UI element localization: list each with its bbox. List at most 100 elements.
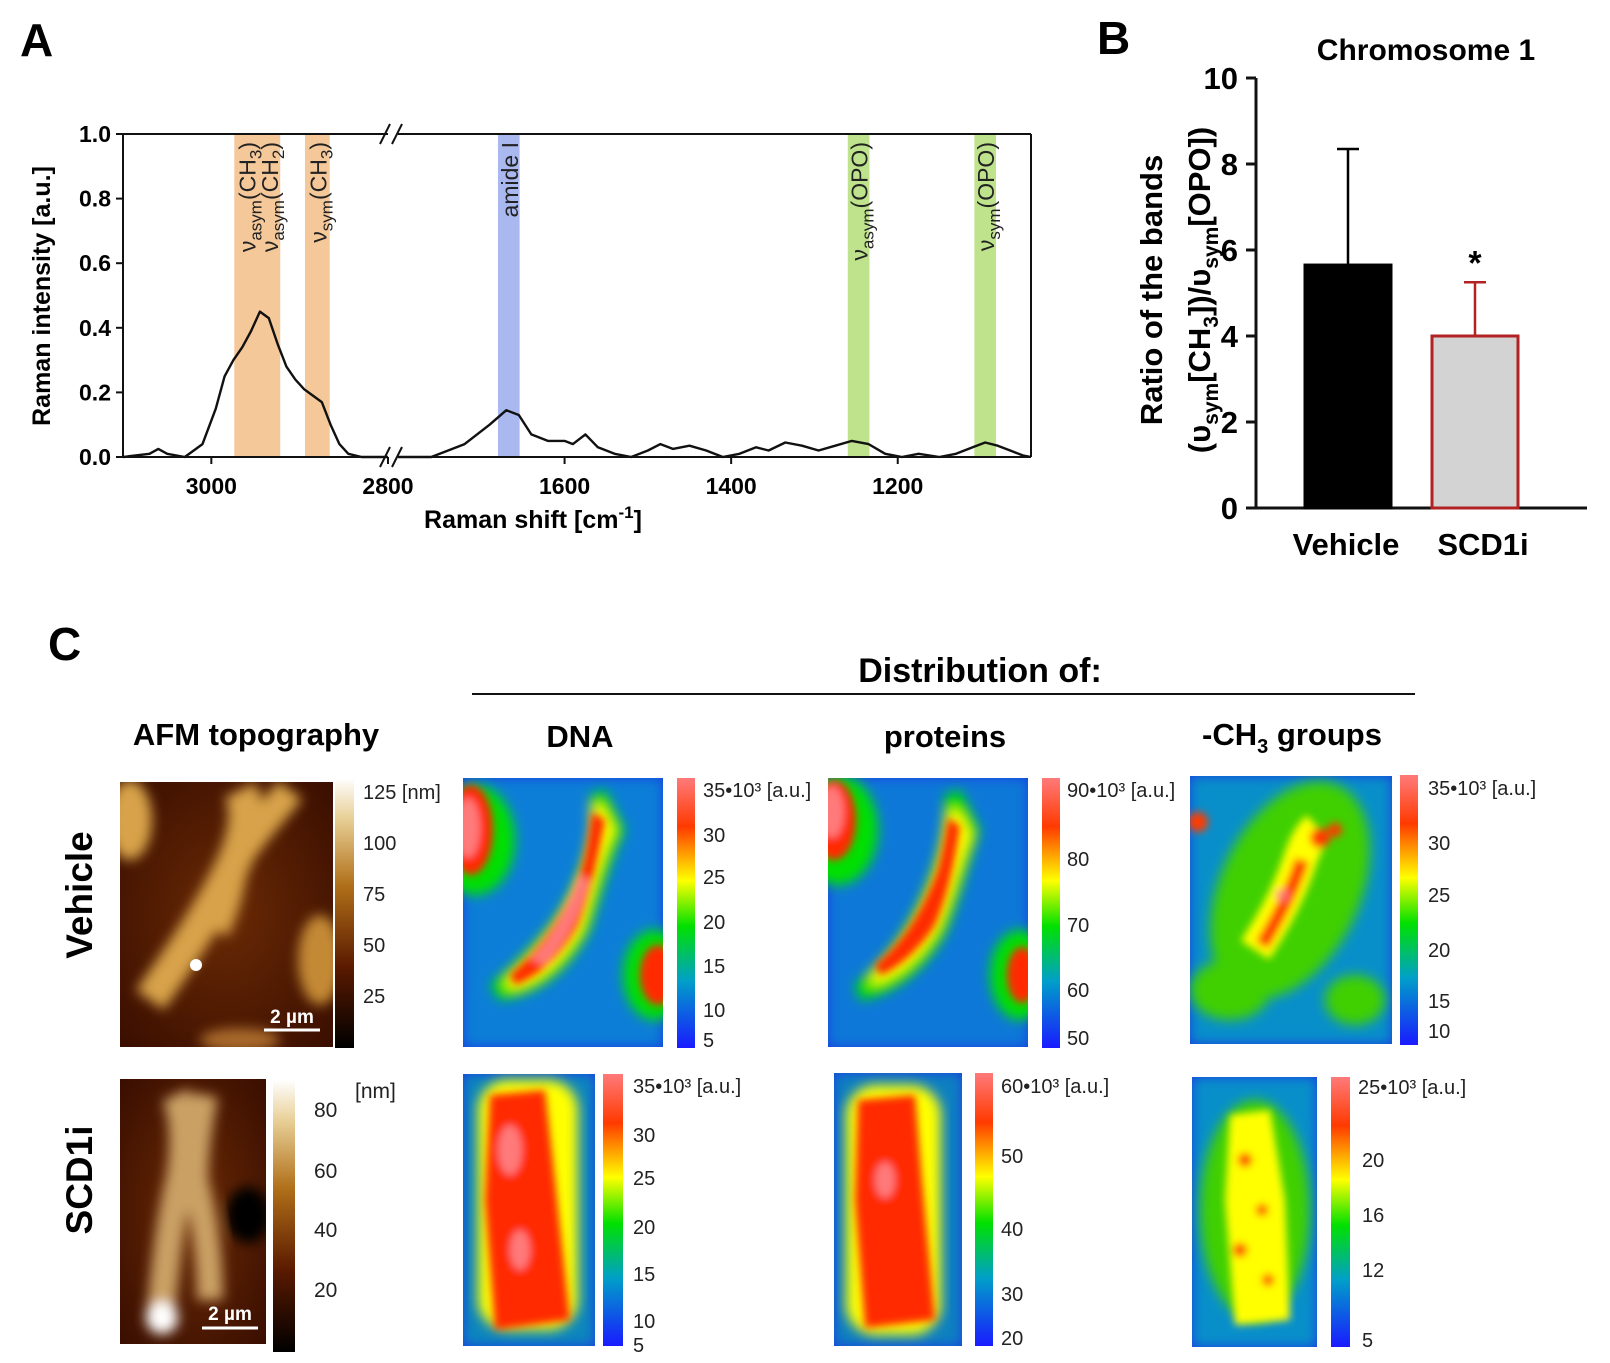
cb-tick: 35•10³ [a.u.] [1428, 778, 1536, 800]
y-axis-label: Raman intensity [a.u.] [28, 166, 56, 426]
band-label-symbol: amide I [497, 142, 523, 217]
cb-tick: 80 [1067, 849, 1089, 871]
cb-tick: 100 [363, 833, 396, 855]
y-axis-label-sub: sym [1200, 383, 1223, 425]
x-tick-label: 1200 [872, 473, 923, 499]
cb-tick: 50 [363, 935, 385, 957]
scalebar-label-vehicle: 2 µm [270, 1007, 314, 1028]
cb-tick: 20 [633, 1217, 655, 1239]
y-tick-label: 0.8 [79, 186, 111, 212]
cb-tick: 20 [1428, 940, 1450, 962]
colorbar-labels-scd-afm: [nm] 80 60 40 20 [314, 1080, 396, 1302]
band-3 [497, 134, 520, 457]
cb-tick: 20 [703, 912, 725, 934]
col-title-ch3: -CH3 groups [1202, 717, 1382, 758]
cb-tick: 40 [314, 1219, 337, 1242]
band-label-mode: asym [269, 200, 288, 241]
colorbar-scd-afm [273, 1080, 295, 1352]
cb-tick: 25 [1428, 885, 1450, 907]
colorbar-veh-dna [677, 778, 695, 1048]
colorbar-scd-prot [975, 1073, 993, 1346]
proteins-map-scd1i [834, 1073, 962, 1346]
ch3-suffix: groups [1268, 717, 1382, 752]
colorbar-labels-scd-ch3: 25•10³ [a.u.] 20 16 12 5 [1358, 1077, 1466, 1352]
band-5 [974, 134, 997, 457]
scalebar-label-scd1i: 2 µm [208, 1304, 252, 1325]
y-axis-label-part: [OPO]) [1182, 127, 1217, 227]
cb-tick: 12 [1362, 1260, 1384, 1282]
cb-tick: 20 [314, 1279, 337, 1302]
panel-label-b: B [1097, 12, 1130, 64]
row-label-vehicle: Vehicle [59, 831, 100, 959]
colorbar-labels-scd-dna: 35•10³ [a.u.] 30 25 20 15 10 5 [633, 1076, 741, 1357]
x-axis-label-main: Raman shift [cm [424, 506, 618, 534]
y-tick-label: 2 [1221, 405, 1238, 440]
band-label-symbol: ν [305, 231, 331, 243]
cb-tick: 10 [703, 1000, 725, 1022]
colorbar-scd-ch3 [1331, 1077, 1350, 1347]
row-label-scd1i: SCD1i [59, 1126, 100, 1235]
cb-tick: 60 [1067, 980, 1089, 1002]
col-title-proteins: proteins [884, 719, 1006, 754]
band-label: νasym(CH2) [257, 142, 288, 252]
cb-tick: 25•10³ [a.u.] [1358, 1077, 1466, 1099]
band-4 [847, 134, 870, 457]
cb-tick: 30 [1428, 833, 1450, 855]
axis-break-mark [379, 123, 391, 145]
afm-image-scd1i: 2 µm [120, 1079, 266, 1344]
cb-tick: 20 [1362, 1150, 1384, 1172]
colorbar-veh-prot [1042, 778, 1060, 1048]
significance-marker: * [1468, 244, 1482, 282]
cb-tick: 50 [1001, 1146, 1023, 1168]
colorbar-labels-veh-prot: 90•10³ [a.u.] 80 70 60 50 [1067, 780, 1175, 1050]
cb-tick: 15 [1428, 991, 1450, 1013]
x-tick-label: 1400 [706, 473, 757, 499]
ch3-prefix: -CH [1202, 717, 1257, 752]
col-title-dna: DNA [546, 719, 613, 754]
x-axis-label: Raman shift [cm-1] [424, 503, 642, 534]
cb-tick: 40 [1001, 1219, 1023, 1241]
colorbar-labels-veh-ch3: 35•10³ [a.u.] 30 25 20 15 10 [1428, 778, 1536, 1043]
y-axis-label-sub: 3 [1200, 316, 1223, 328]
cb-tick: 15 [703, 956, 725, 978]
panel-label-a: A [20, 14, 53, 66]
spectrum-line-segment [398, 409, 1032, 459]
axis-break-mark [391, 446, 403, 468]
cb-tick: 5 [703, 1030, 714, 1052]
y-axis-label-part: ])/υ [1182, 269, 1217, 316]
y-axis-label-line1: Ratio of the bands [1134, 155, 1169, 425]
cb-tick: 25 [363, 986, 385, 1008]
band-label-species-sub: 2 [269, 150, 288, 159]
band-label: amide I [497, 142, 523, 217]
cb-tick: 75 [363, 884, 385, 906]
axis-break-mark [391, 123, 403, 145]
dna-map-scd1i [463, 1074, 595, 1346]
x-tick-label: 1600 [539, 473, 590, 499]
x-axis-label-end: ] [634, 506, 642, 534]
cb-tick: 80 [314, 1099, 337, 1122]
x-tick-label: 2800 [362, 473, 413, 499]
y-axis-label-line2: (υsym[CH3])/υsym[OPO]) [1182, 127, 1223, 453]
band-label-species-sub: 3 [247, 150, 266, 159]
ch3-map-vehicle [1190, 776, 1392, 1044]
band-label-species: (CH [235, 159, 261, 200]
colorbar-labels-scd-prot: 60•10³ [a.u.] 50 40 30 20 [1001, 1076, 1109, 1350]
cb-tick: 25 [703, 867, 725, 889]
panel-label-c: C [48, 618, 81, 670]
colorbar-scd-dna [603, 1074, 623, 1346]
cb-tick: 125 [nm] [363, 782, 441, 804]
chart-title: Chromosome 1 [1317, 34, 1535, 67]
colorbar-labels-veh-afm: 125 [nm] 100 75 50 25 [363, 782, 441, 1008]
bar-SCD1i [1430, 334, 1520, 510]
y-tick-label: 1.0 [79, 121, 111, 147]
y-tick-label: 0.4 [79, 315, 111, 341]
band-label: νsym(CH3) [305, 142, 336, 243]
category-label: Vehicle [1293, 527, 1400, 562]
band-label-mode: asym [859, 208, 878, 249]
band-label-species-end: ) [305, 142, 331, 150]
band-label-symbol: ν [847, 249, 873, 261]
band-label-mode: sym [985, 208, 1004, 239]
colorbar-labels-veh-dna: 35•10³ [a.u.] 30 25 20 15 10 5 [703, 780, 811, 1052]
band-label-species-sub: 3 [317, 150, 336, 159]
